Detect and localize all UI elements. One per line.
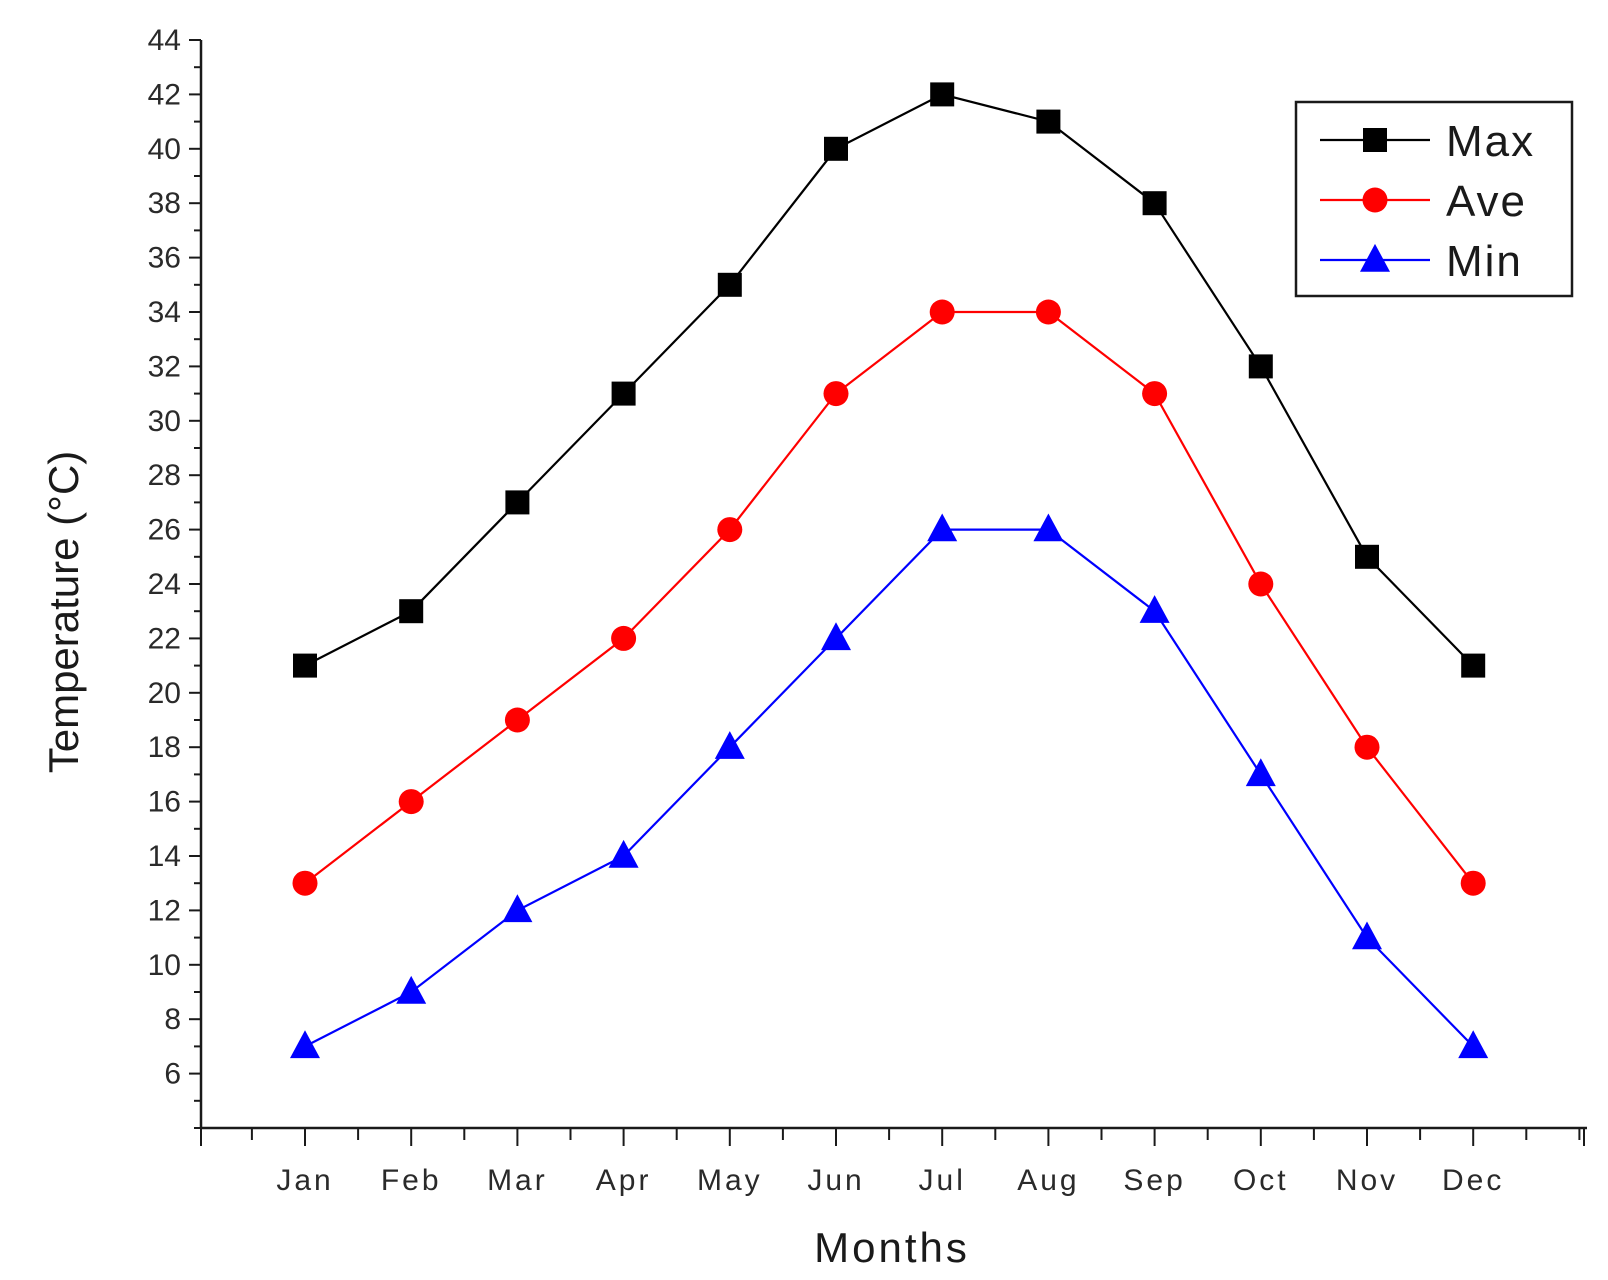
data-point-min bbox=[1033, 513, 1064, 542]
legend-label-ave: Ave bbox=[1446, 177, 1527, 226]
data-point-ave bbox=[1142, 381, 1168, 407]
y-tick-label: 32 bbox=[148, 350, 181, 383]
x-tick-label: Jun bbox=[807, 1164, 864, 1197]
y-tick-label: 28 bbox=[148, 459, 181, 492]
data-point-min bbox=[290, 1030, 320, 1059]
y-tick-label: 30 bbox=[148, 405, 181, 438]
y-tick-label: 10 bbox=[148, 949, 181, 982]
data-point-ave bbox=[1460, 870, 1486, 896]
series-line-max bbox=[304, 93, 1474, 667]
series-max bbox=[293, 82, 1486, 678]
legend-item-max: Max bbox=[1320, 117, 1535, 166]
data-point-max bbox=[1355, 544, 1379, 569]
series-line-ave bbox=[304, 310, 1475, 885]
data-point-ave bbox=[823, 381, 849, 407]
legend-marker-min bbox=[1360, 243, 1390, 272]
legend-item-ave: Ave bbox=[1320, 177, 1527, 226]
series-min bbox=[290, 513, 1489, 1059]
y-tick-label: 44 bbox=[148, 24, 181, 57]
data-point-min bbox=[396, 975, 427, 1004]
x-tick-label: Sep bbox=[1123, 1164, 1185, 1197]
x-tick-label: Nov bbox=[1336, 1164, 1398, 1197]
y-tick-label: 38 bbox=[148, 187, 181, 220]
data-point-max bbox=[930, 82, 955, 107]
data-point-max bbox=[1142, 191, 1167, 216]
x-tick-label: Jul bbox=[919, 1164, 966, 1197]
x-tick-label: Dec bbox=[1442, 1164, 1504, 1197]
y-tick-label: 6 bbox=[164, 1058, 181, 1091]
data-point-min bbox=[714, 731, 745, 759]
y-tick-label: 12 bbox=[148, 894, 181, 927]
data-point-ave bbox=[398, 789, 424, 815]
y-ticks: 6 8 10 12 14 16 18 20 22 24 26 28 30 32 34 36 38 40 42 44 bbox=[148, 24, 201, 1129]
data-point-ave bbox=[292, 870, 318, 896]
y-tick-label: 18 bbox=[148, 731, 181, 764]
data-point-max bbox=[824, 136, 848, 161]
data-point-ave bbox=[611, 625, 637, 651]
x-tick-label: Oct bbox=[1233, 1164, 1289, 1197]
data-point-ave bbox=[1248, 571, 1274, 597]
x-axis-title: Months bbox=[814, 1224, 970, 1271]
data-point-ave bbox=[1354, 734, 1380, 760]
x-tick-label: May bbox=[697, 1164, 763, 1197]
y-tick-label: 42 bbox=[148, 78, 181, 111]
data-point-min bbox=[1245, 758, 1276, 787]
legend-label-max: Max bbox=[1446, 117, 1535, 166]
x-tick-label: Aug bbox=[1017, 1164, 1079, 1197]
data-point-ave bbox=[504, 707, 530, 733]
x-tick-label: Feb bbox=[381, 1164, 442, 1197]
data-point-max bbox=[1036, 109, 1061, 134]
data-point-max bbox=[717, 272, 742, 297]
data-point-min bbox=[608, 839, 639, 868]
data-point-max bbox=[1461, 653, 1486, 678]
data-point-min bbox=[1352, 921, 1382, 950]
series-line-min bbox=[304, 528, 1474, 1048]
legend-marker-ave bbox=[1362, 187, 1388, 213]
data-point-min bbox=[502, 894, 533, 923]
data-point-max bbox=[399, 599, 424, 624]
data-point-min bbox=[1458, 1030, 1489, 1059]
y-tick-label: 34 bbox=[148, 296, 181, 329]
series-ave bbox=[292, 299, 1486, 896]
legend-marker-max bbox=[1363, 128, 1387, 152]
data-point-ave bbox=[929, 299, 955, 325]
x-tick-label: Mar bbox=[487, 1164, 548, 1197]
data-point-ave bbox=[717, 517, 743, 543]
y-tick-label: 22 bbox=[148, 622, 181, 655]
legend-label-min: Min bbox=[1446, 237, 1523, 286]
x-ticks: Jan Feb Mar Apr May Jun Jul Aug Sep Oct Nov Dec bbox=[200, 1128, 1585, 1197]
y-tick-label: 40 bbox=[148, 133, 181, 166]
x-tick-label: Apr bbox=[596, 1164, 652, 1197]
y-tick-label: 20 bbox=[148, 677, 181, 710]
data-point-max bbox=[611, 381, 636, 406]
y-tick-label: 26 bbox=[148, 514, 181, 547]
data-point-max bbox=[505, 490, 530, 515]
y-tick-label: 16 bbox=[148, 786, 181, 819]
x-tick-label: Jan bbox=[276, 1164, 333, 1197]
y-axis-title: Temperature (°C) bbox=[40, 451, 87, 774]
data-point-min bbox=[927, 513, 958, 542]
series-group bbox=[290, 82, 1489, 1059]
data-point-max bbox=[293, 653, 317, 678]
legend: Max Ave Min bbox=[1294, 100, 1574, 298]
y-tick-label: 36 bbox=[148, 242, 181, 275]
data-point-min bbox=[821, 622, 851, 651]
y-tick-label: 8 bbox=[164, 1003, 181, 1036]
legend-item-min: Min bbox=[1320, 237, 1523, 286]
y-tick-label: 24 bbox=[148, 568, 181, 601]
data-point-min bbox=[1139, 595, 1170, 623]
data-point-max bbox=[1248, 354, 1273, 379]
data-point-ave bbox=[1035, 299, 1061, 325]
y-tick-label: 14 bbox=[148, 840, 181, 873]
